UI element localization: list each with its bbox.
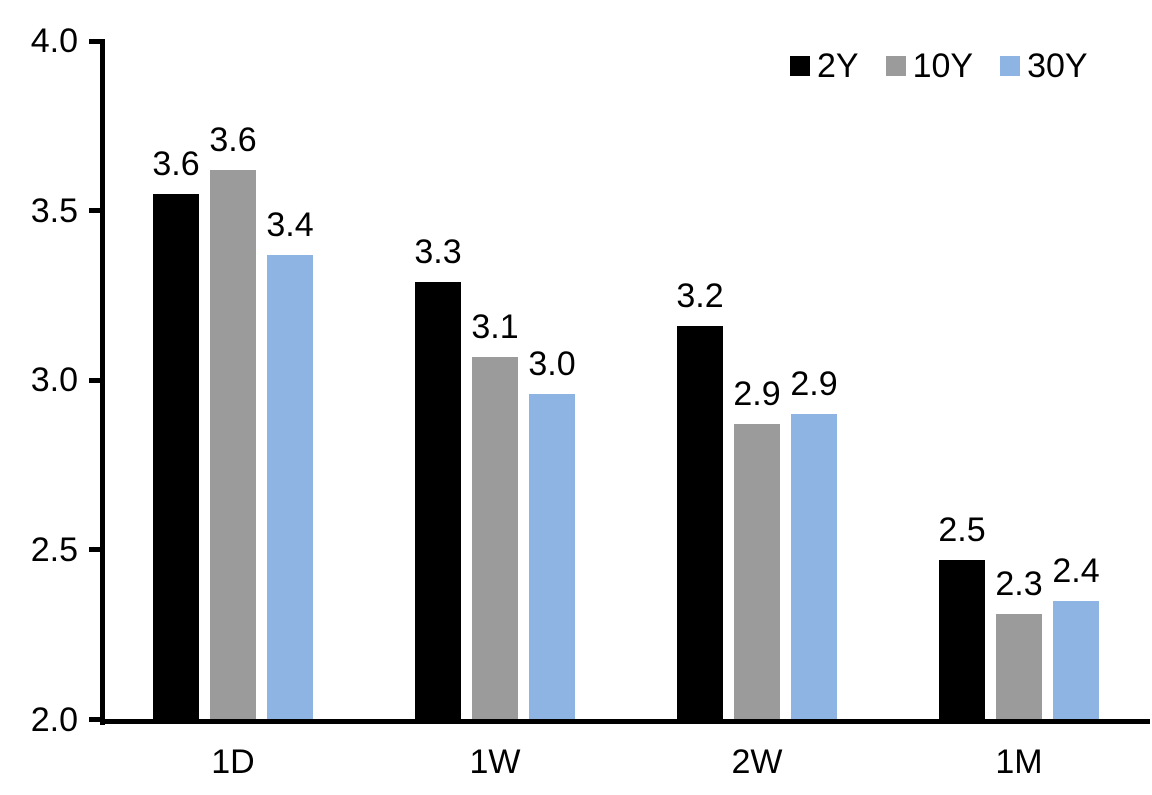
bar-value-label: 2.4	[1052, 551, 1100, 590]
bar-value-label: 2.9	[790, 365, 838, 404]
legend-swatch-10y	[885, 56, 906, 76]
chart-legend: 2Y 10Y 30Y	[790, 46, 1088, 86]
bar-2y-1d	[153, 193, 199, 722]
x-axis-label-1m: 1M	[995, 743, 1043, 781]
y-axis-tick-label: 2.5	[30, 530, 78, 569]
bar-value-label: 3.0	[528, 344, 576, 383]
bar-30y-2w	[791, 414, 837, 722]
legend-label: 30Y	[1027, 47, 1088, 85]
legend-entry-10y: 10Y	[885, 46, 974, 86]
bar-value-label: 2.9	[733, 375, 781, 414]
bar-30y-1m	[1053, 600, 1099, 722]
legend-swatch-2y	[790, 56, 810, 76]
legend-entry-30y: 30Y	[1000, 46, 1088, 86]
bar-10y-1d	[210, 169, 256, 722]
legend-swatch-30y	[1000, 56, 1021, 76]
y-axis-tick	[89, 717, 101, 722]
bar-10y-2w	[734, 424, 780, 722]
y-axis-tick-label: 2.0	[30, 700, 78, 739]
y-axis-tick	[89, 208, 101, 214]
x-axis-label-2w: 2W	[731, 743, 783, 781]
y-axis-line	[100, 38, 105, 725]
bar-2y-1w	[415, 281, 461, 722]
bar-10y-1w	[472, 356, 518, 722]
y-axis-tick-label: 4.0	[30, 22, 78, 60]
bar-2y-1m	[939, 560, 985, 722]
y-axis-tick	[89, 547, 101, 553]
bar-30y-1w	[529, 393, 575, 722]
legend-label: 2Y	[817, 47, 859, 85]
bar-value-label: 3.6	[209, 120, 257, 159]
y-axis-tick	[89, 377, 101, 383]
bar-10y-1m	[996, 614, 1042, 722]
x-axis-label-1d: 1D	[211, 743, 255, 781]
bar-value-label: 2.3	[995, 565, 1043, 604]
bar-value-label: 3.2	[676, 276, 724, 315]
bar-value-label: 3.1	[471, 307, 519, 346]
bar-value-label: 3.6	[152, 144, 200, 183]
y-axis-tick	[89, 38, 101, 44]
y-axis-tick-label: 3.0	[30, 361, 78, 400]
bar-value-label: 2.5	[938, 511, 986, 550]
legend-label: 10Y	[912, 47, 974, 85]
bar-value-label: 3.3	[414, 232, 462, 271]
legend-entry-2y: 2Y	[790, 46, 859, 86]
bar-value-label: 3.4	[266, 205, 314, 244]
x-axis-label-1w: 1W	[469, 743, 521, 781]
y-axis-tick-label: 3.5	[30, 191, 78, 230]
bar-2y-2w	[677, 325, 723, 722]
bar-30y-1d	[267, 254, 313, 722]
x-axis-line	[100, 719, 1150, 724]
